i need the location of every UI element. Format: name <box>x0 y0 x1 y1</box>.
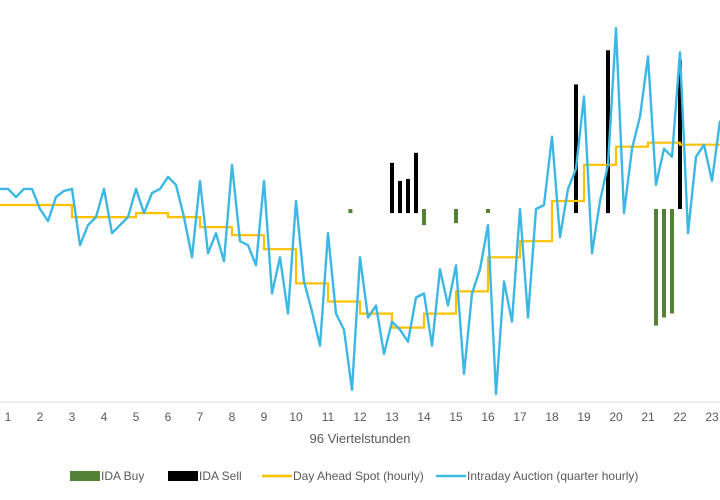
x-tick-18: 18 <box>545 410 559 424</box>
x-tick-labels: 1 2 3 4 5 6 7 8 9 10 11 12 13 14 15 16 17 18 19 20 21 22 23 <box>5 410 719 424</box>
x-tick-11: 11 <box>322 410 335 424</box>
bar-1-2 <box>406 178 410 214</box>
legend-swatch-1 <box>168 471 198 481</box>
legend-label-0: IDA Buy <box>101 469 144 483</box>
x-tick-3: 3 <box>69 410 76 424</box>
legend-label-1: IDA Sell <box>199 469 242 483</box>
x-tick-15: 15 <box>449 410 463 424</box>
series-line-intraday <box>0 26 720 396</box>
bar-0-4 <box>654 209 658 326</box>
x-tick-8: 8 <box>229 410 236 424</box>
bar-0-3 <box>486 209 490 213</box>
series-line-day-ahead <box>0 141 720 329</box>
x-tick-5: 5 <box>133 410 140 424</box>
x-tick-2: 2 <box>37 410 44 424</box>
x-tick-1: 1 <box>5 410 12 424</box>
bar-0-6 <box>670 209 674 314</box>
x-tick-16: 16 <box>481 410 495 424</box>
bar-0-5 <box>662 209 666 318</box>
legend-swatch-0 <box>70 471 100 481</box>
bar-0-2 <box>454 209 458 224</box>
bar-1-4 <box>574 84 578 214</box>
x-tick-7: 7 <box>197 410 204 424</box>
bar-1-5 <box>606 50 610 214</box>
bar-1-1 <box>398 180 402 214</box>
x-tick-12: 12 <box>353 410 367 424</box>
legend-label-2: Day Ahead Spot (hourly) <box>293 469 424 483</box>
x-tick-17: 17 <box>513 410 527 424</box>
bars-layer <box>348 50 682 326</box>
legend: IDA Buy IDA Sell Day Ahead Spot (hourly) In… <box>70 469 638 483</box>
x-tick-10: 10 <box>289 410 303 424</box>
x-tick-9: 9 <box>261 410 268 424</box>
x-tick-23: 23 <box>705 410 719 424</box>
lines-layer <box>0 26 720 396</box>
x-tick-22: 22 <box>673 410 687 424</box>
x-tick-19: 19 <box>577 410 591 424</box>
x-tick-4: 4 <box>101 410 108 424</box>
x-tick-13: 13 <box>385 410 399 424</box>
x-axis-title: 96 Viertelstunden <box>310 431 411 446</box>
bar-1-3 <box>414 152 418 214</box>
bar-0-0 <box>348 209 353 213</box>
x-tick-14: 14 <box>417 410 431 424</box>
legend-label-3: Intraday Auction (quarter hourly) <box>467 469 638 483</box>
bar-1-6 <box>678 60 682 209</box>
bar-1-0 <box>390 162 394 214</box>
x-tick-6: 6 <box>165 410 172 424</box>
x-tick-21: 21 <box>641 410 655 424</box>
x-tick-20: 20 <box>609 410 623 424</box>
bar-0-1 <box>422 209 426 226</box>
